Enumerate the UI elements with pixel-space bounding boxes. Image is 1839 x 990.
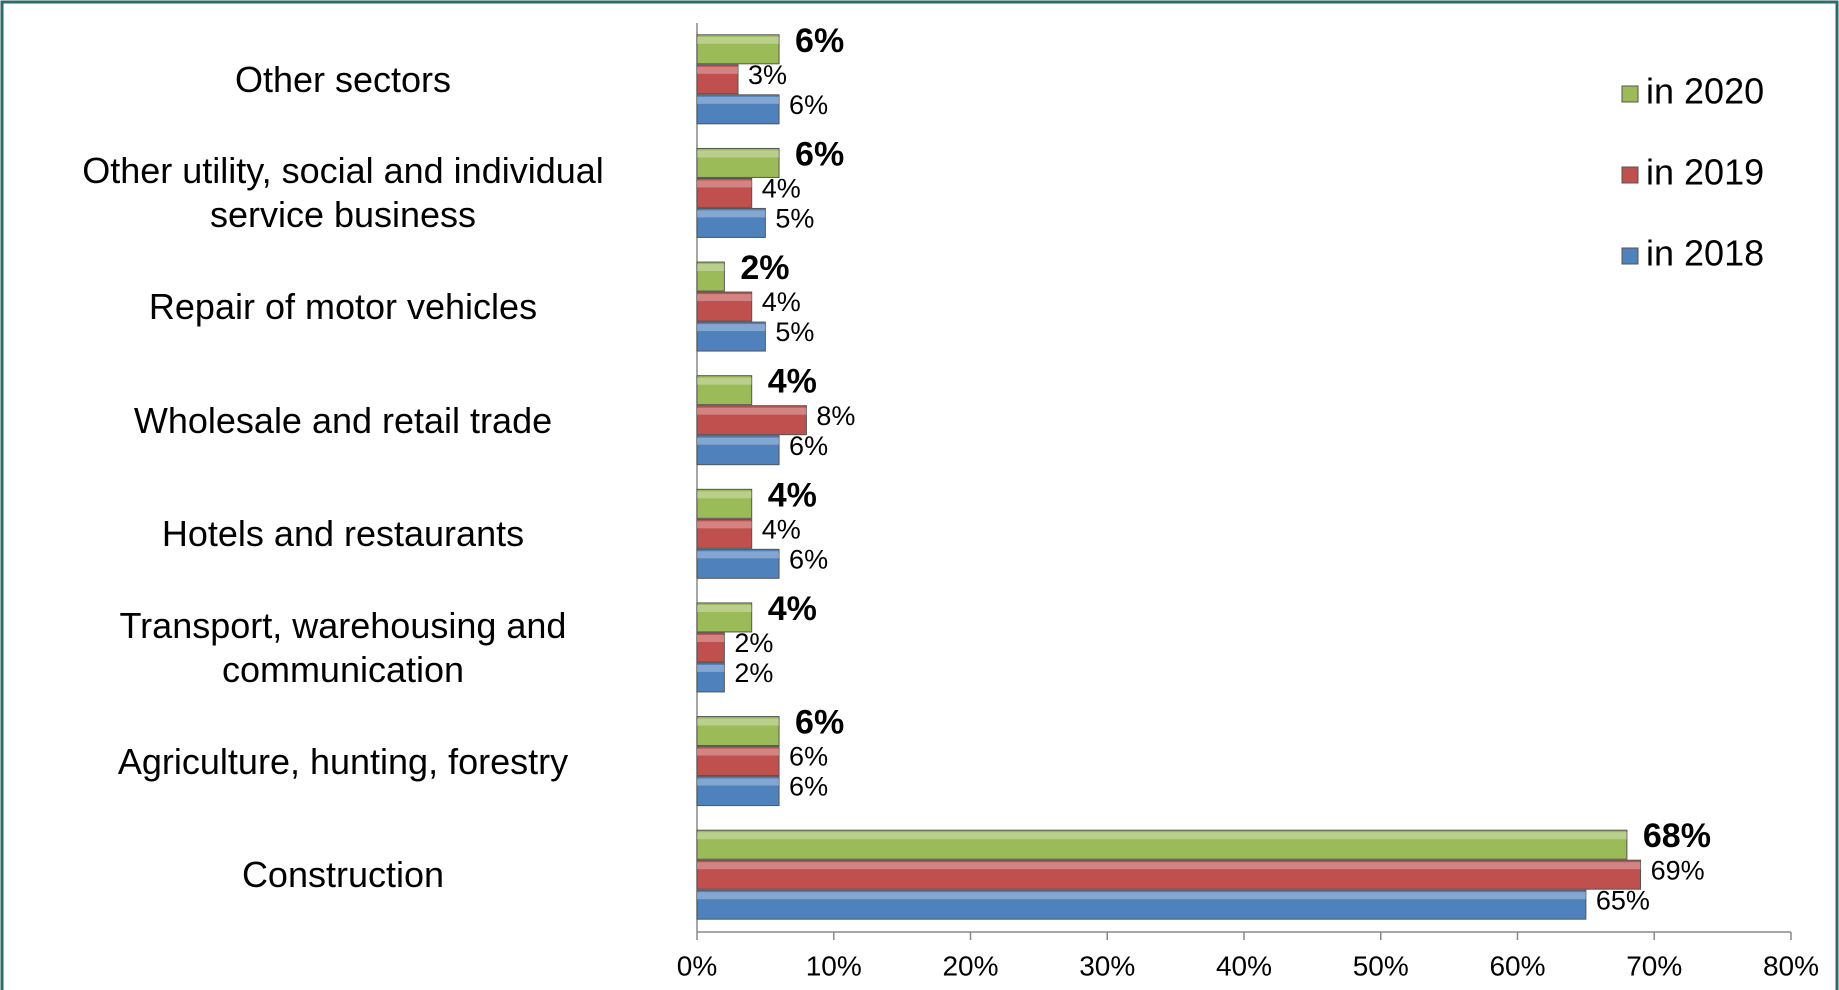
legend-label: in 2019	[1646, 152, 1764, 193]
x-tick-label: 0%	[677, 950, 717, 981]
bar	[696, 548, 780, 579]
data-label: 4%	[768, 590, 817, 628]
bar-shine	[697, 604, 752, 612]
bar	[696, 859, 1642, 890]
bar-shine	[697, 294, 752, 302]
data-label: 69%	[1651, 855, 1705, 885]
bar-shine	[697, 778, 780, 786]
category-label: Other utility, social and individual ser…	[82, 150, 604, 236]
bar	[696, 488, 753, 519]
data-label: 6%	[795, 135, 844, 173]
data-label: 2%	[740, 249, 789, 287]
bar	[696, 435, 780, 466]
legend-swatch	[1621, 85, 1639, 103]
bar-shine	[697, 892, 1586, 900]
data-label: 6%	[789, 544, 828, 574]
bar-shine	[697, 634, 725, 642]
bar-shine	[697, 862, 1641, 870]
bar-shine	[697, 180, 752, 188]
bar	[696, 889, 1587, 920]
bar-shine	[697, 437, 780, 445]
legend-swatch	[1621, 247, 1639, 265]
data-label: 4%	[762, 514, 801, 544]
bar	[696, 375, 753, 406]
bar-shine	[697, 832, 1627, 840]
bar	[696, 746, 780, 777]
bar	[696, 291, 753, 322]
x-tick-label: 70%	[1626, 950, 1682, 981]
data-label: 5%	[775, 204, 814, 234]
bar	[696, 177, 753, 208]
data-label: 8%	[816, 401, 855, 431]
bar-shine	[697, 324, 766, 332]
bar	[696, 147, 780, 178]
bar-shine	[697, 96, 780, 104]
data-label: 4%	[762, 287, 801, 317]
x-tick-label: 40%	[1216, 950, 1272, 981]
bar	[696, 662, 725, 693]
bar	[696, 405, 807, 436]
data-label: 6%	[789, 431, 828, 461]
bar-shine	[697, 264, 725, 272]
bar	[696, 602, 753, 633]
category-label: Wholesale and retail trade	[133, 399, 553, 441]
data-label: 5%	[775, 317, 814, 347]
data-label: 6%	[789, 772, 828, 802]
legend-swatch	[1621, 166, 1639, 184]
x-tick-label: 50%	[1353, 950, 1409, 981]
data-label: 3%	[748, 60, 787, 90]
bar-shine	[697, 551, 780, 559]
data-label: 65%	[1596, 885, 1650, 915]
bar	[696, 632, 725, 663]
bar	[696, 829, 1628, 860]
bar	[696, 64, 739, 95]
bar-shine	[697, 718, 780, 726]
bar	[696, 207, 766, 238]
data-label: 4%	[768, 363, 817, 401]
bar	[696, 94, 780, 125]
x-tick-label: 60%	[1489, 950, 1545, 981]
data-label: 4%	[768, 476, 817, 514]
bar	[696, 261, 725, 292]
x-tick-label: 10%	[806, 950, 862, 981]
bar-shine	[697, 66, 739, 74]
legend-label: in 2018	[1646, 233, 1764, 274]
category-label: Transport, warehousing and communication	[119, 604, 567, 690]
bar	[696, 776, 780, 807]
data-label: 2%	[734, 628, 773, 658]
data-label: 6%	[795, 22, 844, 60]
category-label: Repair of motor vehicles	[148, 286, 538, 328]
bar-shine	[697, 664, 725, 672]
category-label: Agriculture, hunting, forestry	[117, 740, 569, 782]
bar-shine	[697, 36, 780, 44]
bar	[696, 518, 753, 549]
bar	[696, 34, 780, 65]
bar	[696, 321, 766, 352]
category-label: Construction	[241, 854, 445, 896]
data-label: 4%	[762, 174, 801, 204]
bar-shine	[697, 210, 766, 218]
bar	[696, 716, 780, 747]
category-label: Other sectors	[234, 58, 452, 100]
x-tick-label: 20%	[942, 950, 998, 981]
bar-shine	[697, 521, 752, 529]
x-tick-label: 30%	[1079, 950, 1135, 981]
bar-shine	[697, 407, 807, 415]
bar-shine	[697, 377, 752, 385]
data-label: 6%	[795, 704, 844, 742]
bar-shine	[697, 150, 780, 158]
legend-label: in 2020	[1646, 71, 1764, 112]
data-label: 6%	[789, 742, 828, 772]
bar-shine	[697, 491, 752, 499]
data-label: 6%	[789, 90, 828, 120]
x-tick-label: 80%	[1763, 950, 1819, 981]
data-label: 2%	[734, 658, 773, 688]
category-label: Hotels and restaurants	[161, 513, 525, 555]
bar-shine	[697, 748, 780, 756]
data-label: 68%	[1643, 817, 1711, 855]
